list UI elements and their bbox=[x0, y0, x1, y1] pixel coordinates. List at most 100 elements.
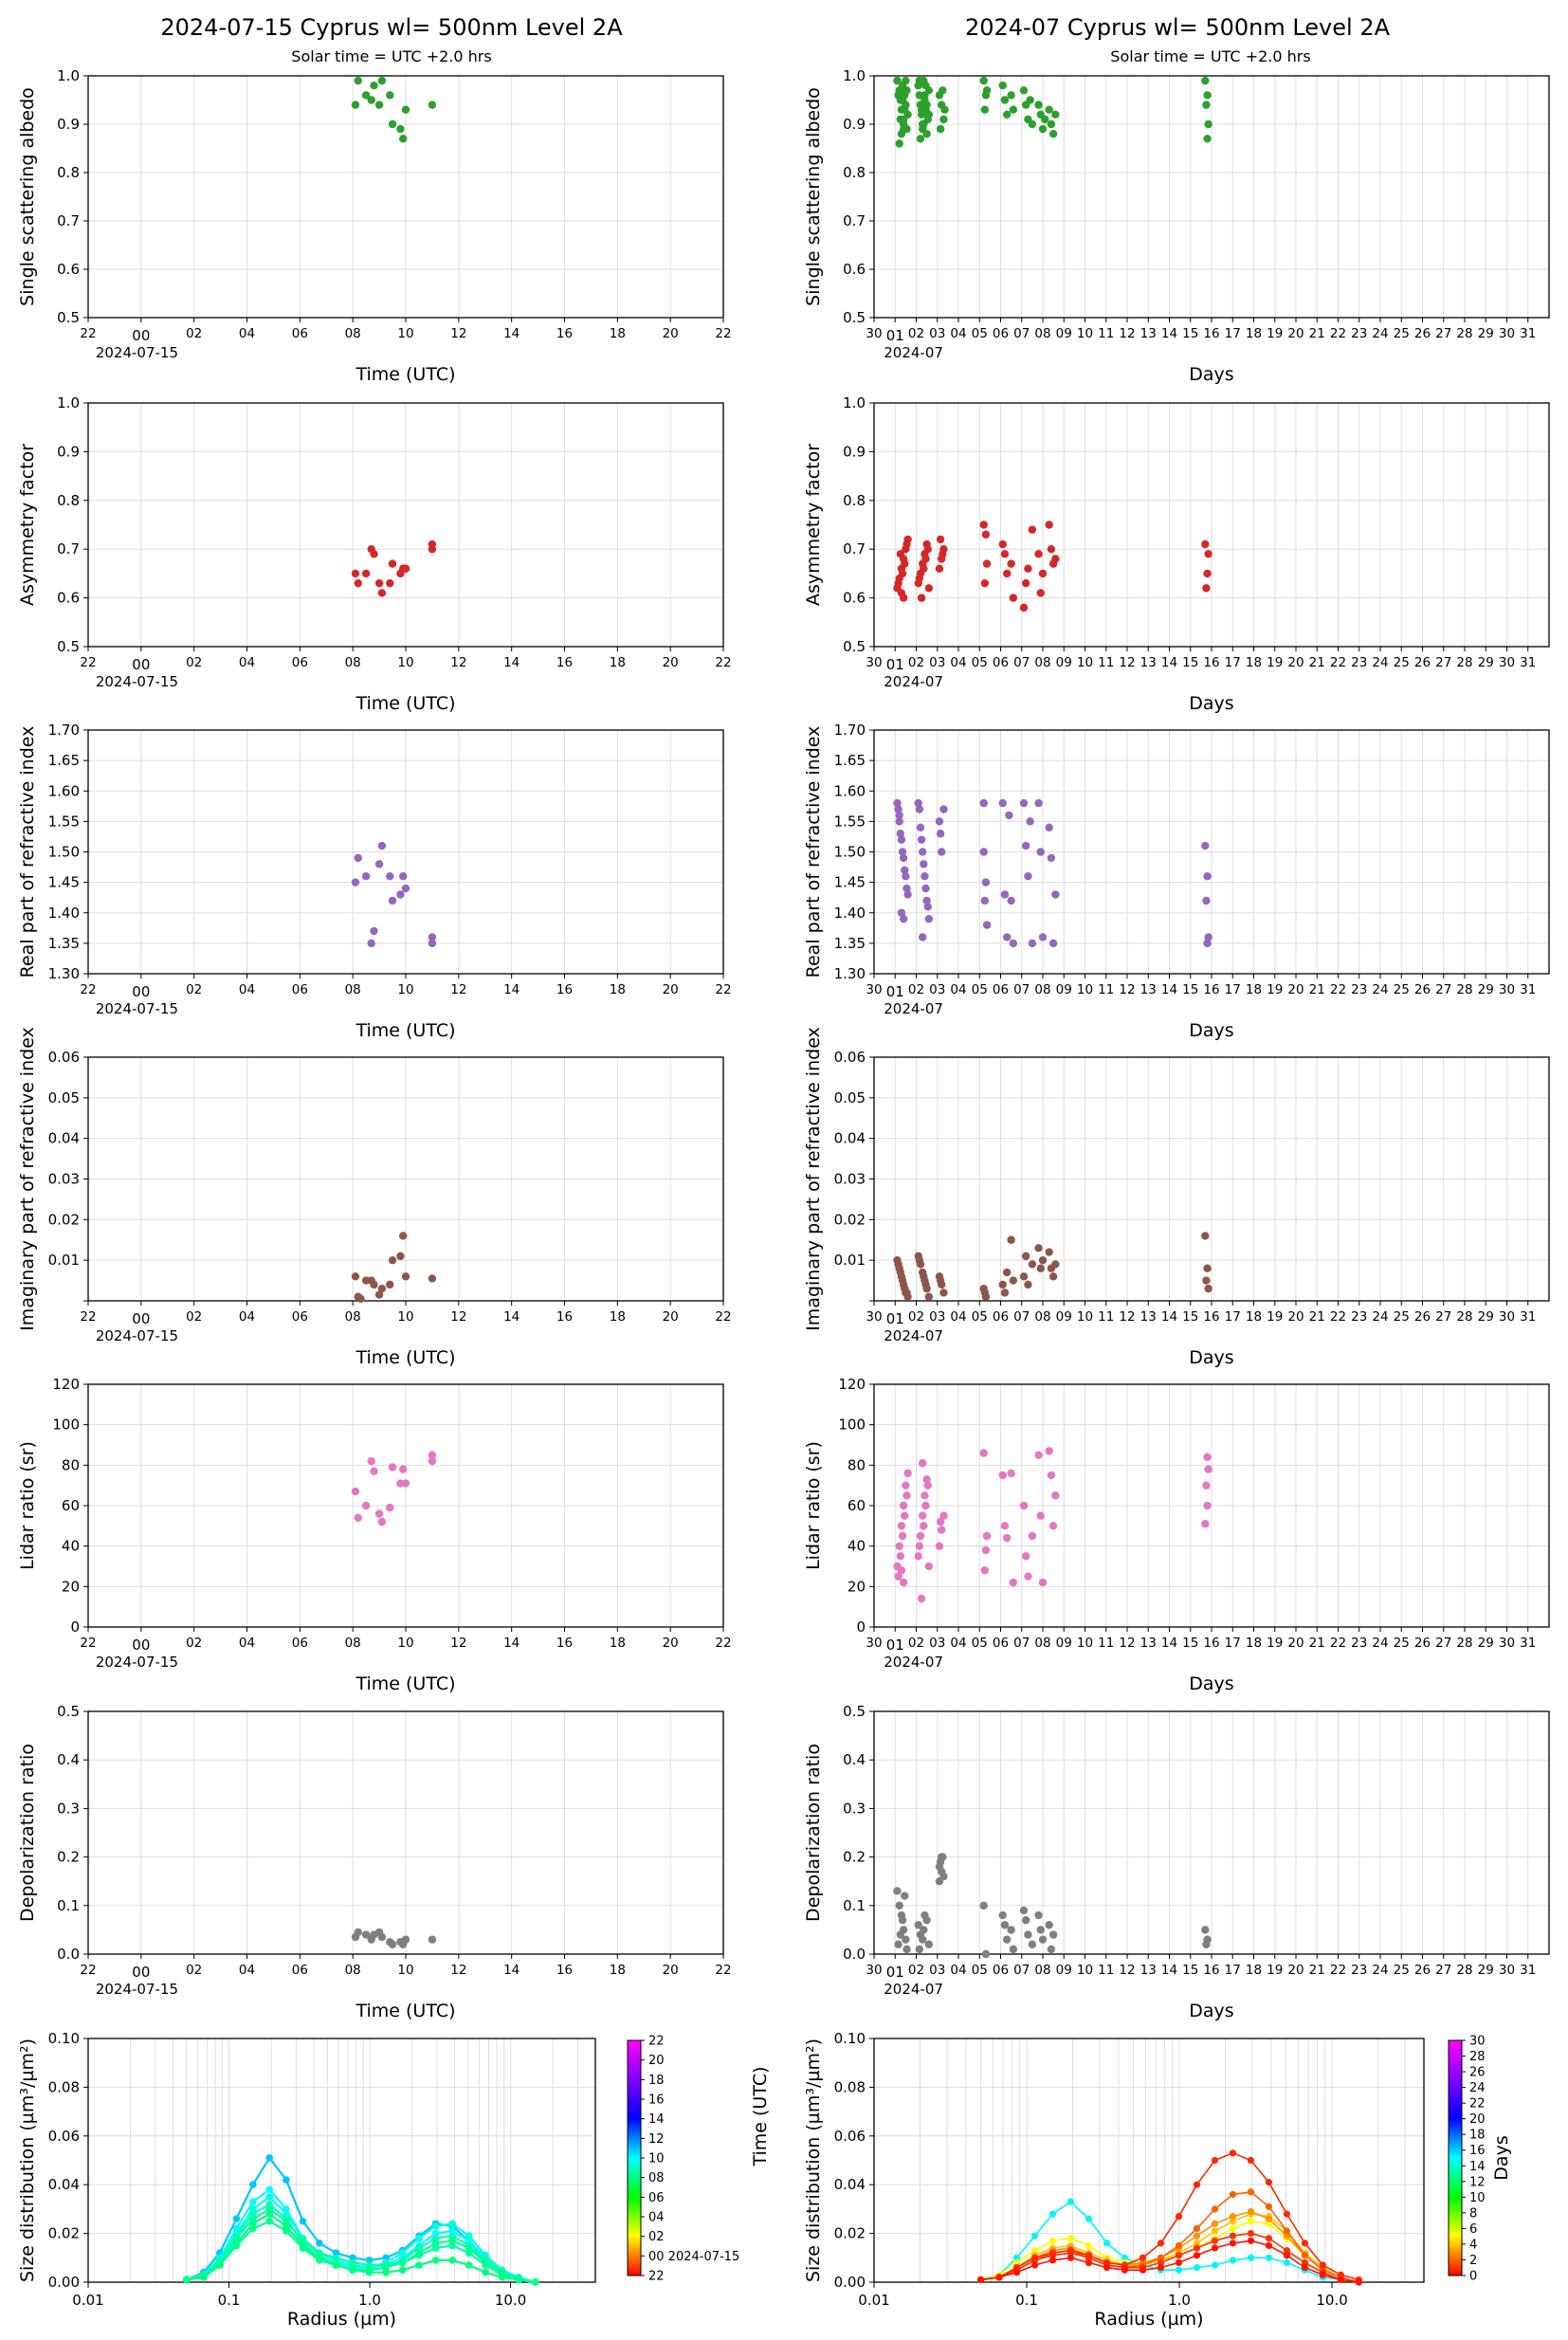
asym-month-point bbox=[898, 569, 907, 578]
depol-month-xtick-label: 02 bbox=[908, 1963, 924, 1978]
real-day-point bbox=[428, 939, 437, 948]
lidar-month-xtick-label: 13 bbox=[1140, 1636, 1157, 1651]
ssa-month-point bbox=[915, 76, 924, 85]
real-month-xtick-label: 04 bbox=[950, 982, 966, 997]
size-month-series-point bbox=[1048, 2257, 1057, 2264]
ssa-day-ytick-label: 0.6 bbox=[57, 261, 80, 278]
lidar-month-point bbox=[903, 1491, 911, 1500]
real-month-ytick-label: 1.65 bbox=[834, 752, 866, 769]
imag-day-point bbox=[356, 1294, 365, 1304]
lidar-day-xtick-label: 04 bbox=[239, 1636, 255, 1651]
imag-day-ytick-label: 0.06 bbox=[48, 1049, 80, 1066]
depol-month-point bbox=[1034, 1910, 1043, 1920]
lidar-day-point bbox=[377, 1517, 387, 1526]
size-day-xtick-label: 0.1 bbox=[218, 2292, 241, 2309]
lidar-month-point bbox=[922, 1475, 931, 1484]
ssa-day-xtick-label: 10 bbox=[397, 326, 413, 341]
imag-month-xtick-label: 30 bbox=[866, 1309, 882, 1325]
left-title: 2024-07-15 Cyprus wl= 500nm Level 2A bbox=[160, 14, 623, 41]
ssa-day-frame bbox=[87, 75, 724, 319]
ssa-day-ytick-label: 0.9 bbox=[57, 116, 80, 133]
asym-month-ytick-label: 1.0 bbox=[843, 394, 866, 411]
size-day-series-point bbox=[349, 2258, 356, 2267]
lidar-month-point bbox=[936, 1517, 945, 1526]
asym-month-point bbox=[935, 564, 944, 573]
imag-month-xtick-label: 06 bbox=[993, 1309, 1009, 1325]
imag-month-point bbox=[936, 1276, 945, 1285]
depol-month-point bbox=[924, 1940, 934, 1948]
ssa-month-point bbox=[920, 119, 928, 129]
asym-month-xlabel: Days bbox=[1189, 693, 1233, 714]
asym-day-point bbox=[351, 569, 360, 578]
depol-day-ytick-label: 0.1 bbox=[57, 1897, 80, 1914]
size-day-series-point bbox=[465, 2232, 473, 2239]
ssa-month-xtick-label: 11 bbox=[1098, 326, 1114, 341]
lidar-month-point bbox=[1007, 1469, 1015, 1478]
depol-day-frame bbox=[87, 1710, 724, 1955]
lidar-month-panel: 0 20 40 60 80 100 120 30 01 02 03 04 05 06 07 08 09 10 11 1… bbox=[803, 1376, 1550, 1694]
ssa-month-frame bbox=[873, 75, 1550, 319]
real-day-ytick-label: 1.50 bbox=[48, 844, 80, 861]
depol-month-point bbox=[893, 1887, 902, 1895]
real-month-ytick-label: 1.70 bbox=[834, 722, 866, 739]
size-day-ytick-label: 0.00 bbox=[48, 2274, 80, 2291]
depol-month-xtick-label: 03 bbox=[929, 1963, 945, 1978]
size-day-series-point bbox=[299, 2217, 307, 2225]
imag-day-point bbox=[370, 1280, 378, 1289]
size-month-colorbar-label: 6 bbox=[1469, 2222, 1477, 2237]
asym-day-xtick-label: 12 bbox=[450, 655, 466, 670]
ssa-month-xtick-label: 16 bbox=[1203, 326, 1219, 341]
depol-month-ytick-label: 0.4 bbox=[843, 1751, 866, 1768]
size-month-series-point bbox=[1085, 2258, 1093, 2267]
asym-month-xtick-label: 08 bbox=[1034, 655, 1050, 670]
lidar-day-xtick-label: 16 bbox=[556, 1636, 573, 1651]
ssa-month-point bbox=[1204, 119, 1212, 129]
real-month-xtick-label: 23 bbox=[1351, 982, 1367, 997]
real-day-xtick-label: 06 bbox=[292, 982, 308, 997]
depol-day-point bbox=[428, 1935, 437, 1944]
asym-month-xtick-label: 26 bbox=[1414, 655, 1431, 670]
depol-month-point bbox=[898, 1915, 907, 1925]
ssa-day-point bbox=[351, 101, 360, 109]
ssa-month-xtick-label: 06 bbox=[993, 326, 1009, 341]
depol-day-xtick-label: 08 bbox=[345, 1963, 361, 1978]
real-month-point bbox=[915, 805, 924, 814]
ssa-month-point bbox=[901, 105, 909, 114]
size-day-colorbar bbox=[627, 2039, 642, 2276]
depol-month-ylabel: Depolarization ratio bbox=[803, 1744, 824, 1922]
ssa-day-point bbox=[386, 91, 394, 100]
lidar-day-xtick-label: 00 bbox=[132, 1636, 150, 1654]
lidar-day-xlabel: Time (UTC) bbox=[355, 1673, 455, 1694]
ssa-month-point bbox=[1203, 135, 1212, 143]
real-month-point bbox=[921, 872, 929, 881]
asym-month-xtick-label: 23 bbox=[1351, 655, 1367, 670]
lidar-month-xtick-label: 30 bbox=[866, 1636, 882, 1651]
real-month-xtick-label: 14 bbox=[1161, 982, 1177, 997]
asym-day-date-label: 2024-07-15 bbox=[96, 673, 178, 690]
ssa-day-point bbox=[377, 76, 387, 85]
lidar-month-xtick-label: 22 bbox=[1330, 1636, 1346, 1651]
ssa-month-xtick-label: 08 bbox=[1034, 326, 1050, 341]
asym-day-xtick-label: 00 bbox=[132, 656, 150, 673]
asym-day-point bbox=[354, 578, 362, 588]
lidar-month-xtick-label: 27 bbox=[1435, 1636, 1451, 1651]
ssa-month-point bbox=[939, 86, 947, 95]
ssa-day-xtick-label: 22 bbox=[715, 326, 731, 341]
size-month-series-point bbox=[1229, 2190, 1237, 2199]
size-day-ytick-label: 0.02 bbox=[48, 2225, 80, 2242]
lidar-month-point bbox=[921, 1491, 929, 1500]
size-day-series-point bbox=[249, 2220, 257, 2228]
ssa-month-point bbox=[1007, 91, 1015, 100]
depol-month-point bbox=[1047, 1945, 1056, 1954]
imag-month-xtick-label: 02 bbox=[908, 1309, 924, 1325]
real-day-point bbox=[354, 853, 362, 863]
imag-day-ytick-label: 0.02 bbox=[48, 1211, 80, 1228]
real-day-point bbox=[399, 872, 408, 881]
size-month-colorbar-label: 16 bbox=[1469, 2144, 1486, 2158]
real-month-xtick-label: 21 bbox=[1309, 982, 1325, 997]
ssa-month-xtick-label: 30 bbox=[866, 326, 882, 341]
real-day-ytick-label: 1.60 bbox=[48, 782, 80, 799]
depol-month-ytick-label: 0.5 bbox=[843, 1703, 866, 1720]
asym-month-ytick-label: 0.7 bbox=[843, 540, 866, 558]
